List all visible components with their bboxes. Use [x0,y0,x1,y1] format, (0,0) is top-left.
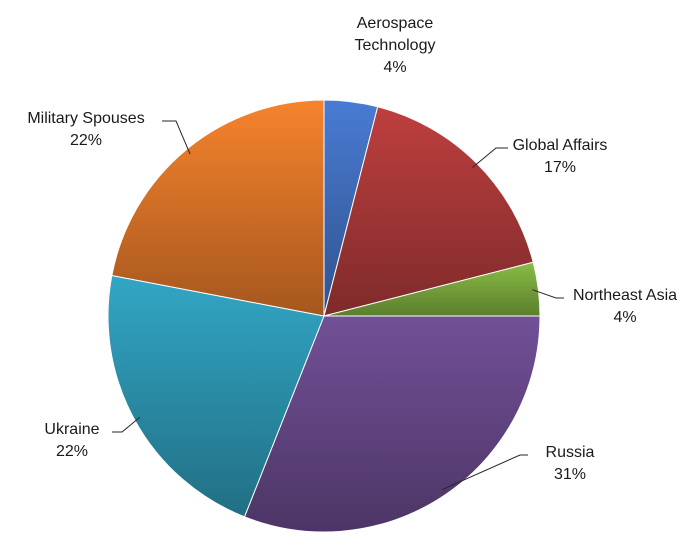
leader-line-3 [441,454,528,491]
pie-slice-global-affairs [323,106,534,317]
slice-category-label: Russia [546,444,595,461]
slice-category-label: Aerospace [357,15,434,32]
pie-slice-ukraine [107,274,325,518]
slice-percent-label: 4% [383,59,406,76]
pie-slice-russia [243,315,541,533]
slice-percent-label: 31% [554,466,586,483]
pie-slices [107,99,541,533]
slice-percent-label: 22% [70,132,102,149]
leader-line-2 [532,289,564,299]
leader-line-5 [162,120,191,155]
slice-percent-label: 17% [544,159,576,176]
slice-percent-label: 4% [613,309,636,326]
pie-slice-military-spouses [111,99,325,317]
leader-line-4 [112,416,141,433]
slice-percent-label: 22% [56,443,88,460]
slice-category-label: Military Spouses [27,110,144,127]
slice-category-label: Global Affairs [513,137,608,154]
leader-line-1 [472,147,508,168]
slice-category-label: Ukraine [44,421,99,438]
slice-labels: Aerospace Technology 4% Global Affairs 17% No… [27,15,677,483]
slice-category-label: Technology [355,37,436,54]
slice-category-label: Northeast Asia [573,287,677,304]
leader-lines [112,120,564,491]
